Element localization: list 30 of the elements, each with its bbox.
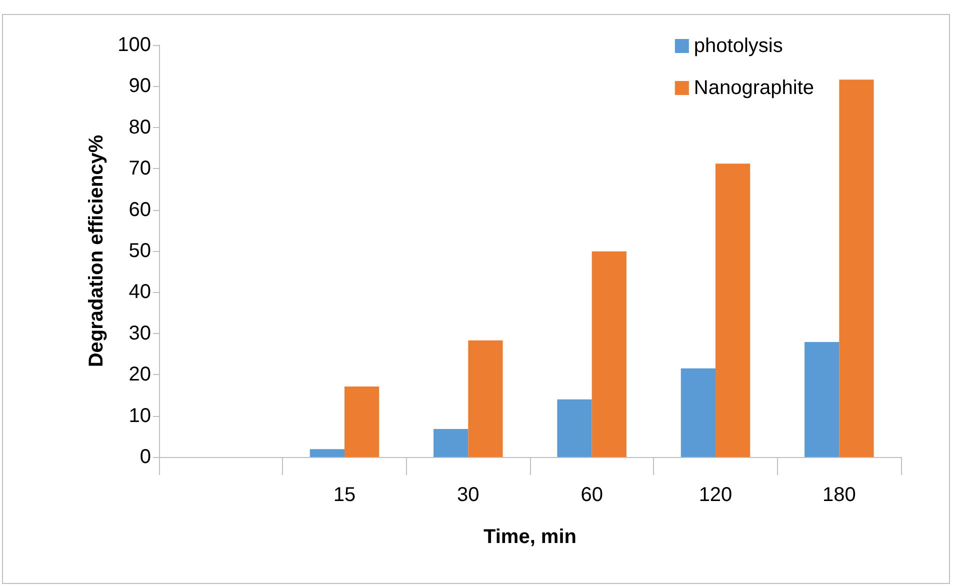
y-axis-title: Degradation efficiency%	[86, 134, 108, 368]
y-tick-label: 100	[118, 34, 151, 56]
bar	[557, 399, 592, 457]
y-tick-label: 50	[128, 240, 151, 262]
bar	[344, 386, 380, 457]
y-tick-label: 40	[128, 281, 151, 304]
bar	[716, 164, 750, 457]
bar	[680, 368, 716, 457]
y-tick-label: 90	[128, 75, 151, 98]
y-tick-label: 0	[140, 446, 151, 468]
bar	[434, 428, 468, 457]
bar	[804, 342, 840, 457]
y-tick-label: 60	[128, 198, 151, 221]
y-tick-label: 70	[128, 158, 151, 180]
y-tick-label: 20	[128, 364, 151, 386]
bar	[592, 251, 626, 457]
x-tick-label: 30	[457, 484, 480, 506]
x-tick-label: 120	[698, 484, 732, 506]
bar	[839, 80, 874, 457]
x-axis-title: Time, min	[484, 526, 576, 548]
x-tick-label: 15	[333, 484, 356, 506]
y-tick-label: 80	[128, 116, 151, 138]
legend-label: photolysis	[694, 35, 783, 57]
x-tick-label: 180	[822, 484, 856, 506]
x-tick-label: 60	[580, 484, 603, 506]
bar	[310, 449, 344, 457]
bar	[468, 340, 503, 457]
y-tick-label: 30	[128, 322, 151, 344]
legend-label: Nanographite	[694, 77, 814, 99]
y-tick-label: 10	[128, 404, 151, 427]
